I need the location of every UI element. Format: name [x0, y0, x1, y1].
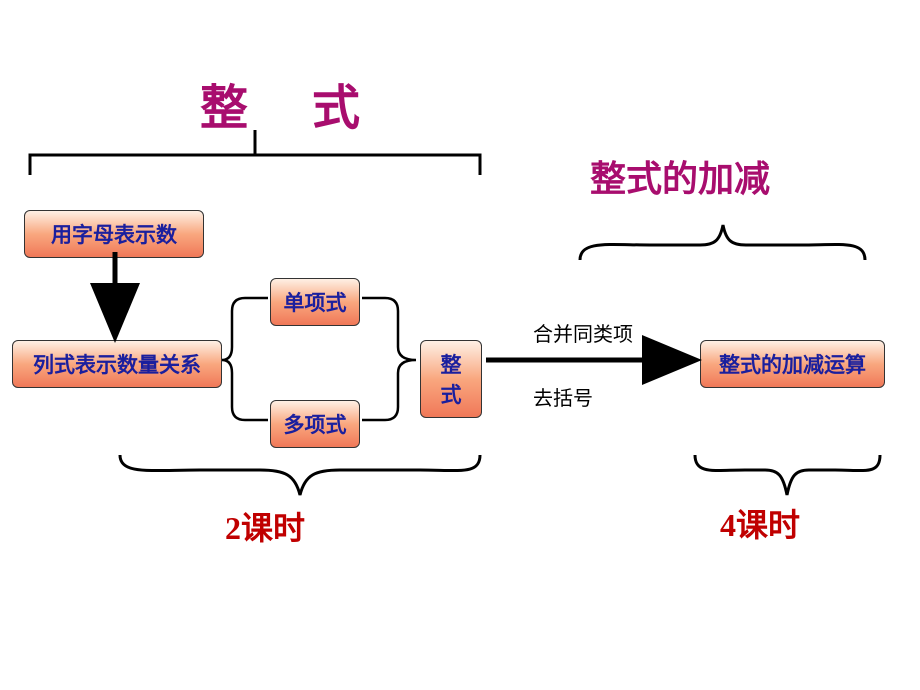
node-polynomial: 多项式 [270, 400, 360, 448]
node-monomial: 单项式 [270, 278, 360, 326]
anno-combine: 合并同类项 [533, 318, 633, 347]
bracket-bot-left [120, 455, 480, 495]
node-letters: 用字母表示数 [24, 210, 204, 258]
link-right-bracket [362, 298, 416, 420]
node-addsub: 整式的加减运算 [700, 340, 885, 388]
bracket-top-right [580, 225, 865, 260]
node-zhengshi: 整式 [420, 340, 482, 418]
link-left-bracket [222, 298, 268, 420]
hours-left: 2课时 [225, 503, 305, 549]
hours-right: 4课时 [720, 500, 800, 546]
title-top: 整 式 [200, 68, 368, 138]
node-expressions: 列式表示数量关系 [12, 340, 222, 388]
anno-brackets: 去括号 [533, 382, 593, 411]
bracket-bot-right [695, 455, 880, 495]
title-right: 整式的加减 [590, 150, 770, 202]
